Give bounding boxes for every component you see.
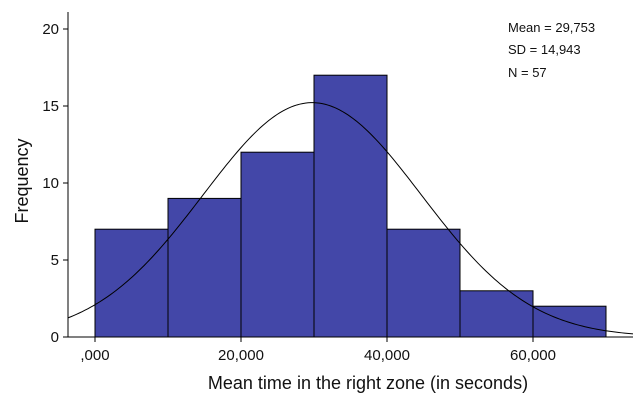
x-tick-label-1: 20,000 xyxy=(218,347,264,364)
y-axis-title: Frequency xyxy=(12,138,32,223)
y-axis-ticks: 0 5 10 15 20 xyxy=(42,21,68,346)
histogram-bar-5 xyxy=(386,228,461,338)
y-tick-label-3: 15 xyxy=(42,98,59,115)
y-tick-label-4: 20 xyxy=(42,21,59,38)
stat-n: N = 57 xyxy=(508,65,547,80)
x-axis-ticks: ,000 20,000 40,000 60,000 xyxy=(80,337,556,364)
y-tick-label-2: 10 xyxy=(42,175,59,192)
x-tick-label-0: ,000 xyxy=(80,347,109,364)
x-tick-label-2: 40,000 xyxy=(364,347,410,364)
histogram-bar-3 xyxy=(240,151,315,338)
histogram-bar-2 xyxy=(167,197,242,338)
normal-curve xyxy=(67,102,634,335)
y-tick-label-1: 5 xyxy=(51,252,59,269)
stat-mean: Mean = 29,753 xyxy=(508,20,595,35)
histogram-bars xyxy=(94,74,607,338)
histogram-bar-7 xyxy=(532,305,607,338)
stats-box: Mean = 29,753 SD = 14,943 N = 57 xyxy=(508,20,595,80)
x-tick-label-3: 60,000 xyxy=(510,347,556,364)
histogram-bar-4 xyxy=(313,74,388,338)
histogram-bar-6 xyxy=(459,290,534,338)
histogram-bar-1 xyxy=(94,228,169,338)
stat-sd: SD = 14,943 xyxy=(508,42,581,57)
y-tick-label-0: 0 xyxy=(51,329,59,346)
x-axis-title: Mean time in the right zone (in seconds) xyxy=(208,373,528,393)
